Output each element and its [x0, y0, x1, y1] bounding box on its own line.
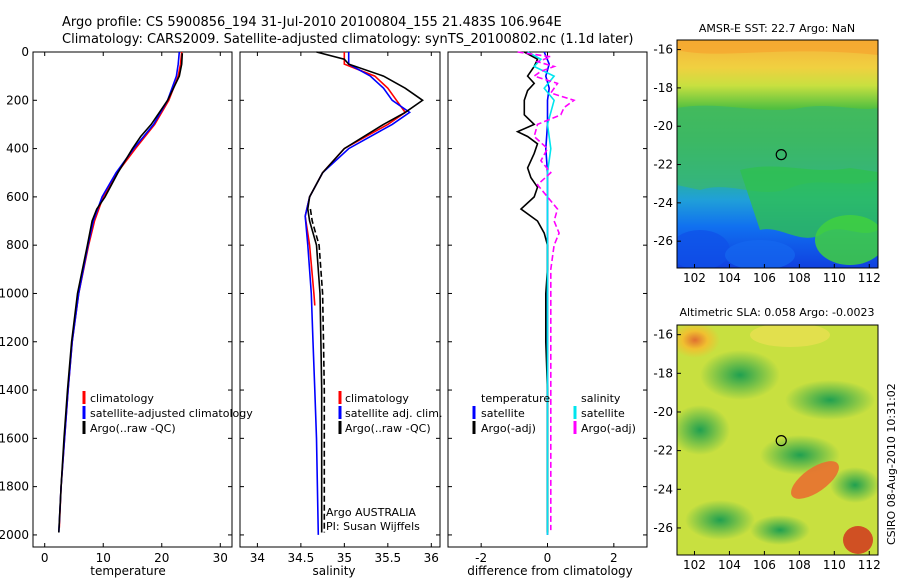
sst-map-frame	[676, 39, 879, 269]
salinity-xlabel: salinity	[312, 564, 355, 578]
argo-position-marker	[775, 435, 787, 447]
series-line-salinity-satellite	[527, 51, 556, 535]
legend-label-satellite: satellite-adjusted climatology	[90, 407, 253, 420]
map-x-tick-label: 104	[718, 271, 741, 285]
map-x-tick-label: 108	[788, 558, 811, 572]
map-y-tick-label: -16	[653, 43, 673, 57]
x-tick-label: 35	[337, 551, 352, 565]
difference-legend: temperature satellite Argo(-adj) salinit…	[472, 392, 636, 435]
map-x-tick-label: 102	[683, 271, 706, 285]
x-tick-label: 10	[96, 551, 111, 565]
credit-line2: PI: Susan Wijffels	[326, 520, 420, 533]
y-tick-label: 1400	[0, 383, 29, 397]
x-tick-label: -2	[475, 551, 487, 565]
sla-map-image	[677, 325, 878, 555]
x-tick-label: 30	[213, 551, 228, 565]
sst-map-image	[677, 40, 878, 268]
y-tick-label: 800	[6, 238, 29, 252]
x-tick-label: 36	[424, 551, 439, 565]
salinity-panel-frame	[239, 51, 441, 548]
sst-map-axes: 102 104 106 108 110 112 -16 -18 -20 -22 -24 -26	[653, 43, 880, 285]
map-y-tick-label: -26	[653, 521, 673, 535]
series-line-argo-raw-qc-	[306, 51, 425, 533]
map-x-tick-label: 112	[858, 558, 881, 572]
map-y-tick-label: -18	[653, 81, 673, 95]
side-timestamp-label: CSIRO 08-Aug-2010 10:31:02	[885, 383, 898, 545]
map-x-tick-label: 102	[683, 558, 706, 572]
series-line-satellite-adj-clim-	[304, 52, 412, 535]
difference-xlabel: difference from climatology	[467, 564, 633, 578]
legend-title-temperature: temperature	[481, 392, 550, 405]
map-x-tick-label: 110	[823, 271, 846, 285]
temperature-xlabel: temperature	[90, 564, 165, 578]
series-line-satellite-adjusted-climatology	[58, 51, 181, 533]
map-y-tick-label: -20	[653, 119, 673, 133]
temperature-panel-frame	[32, 51, 233, 548]
series-line-temperature-argo-adj-	[515, 51, 549, 533]
series-line-argo-dashed	[309, 208, 326, 533]
x-tick-label: 35.5	[374, 551, 401, 565]
legend-label-argo: Argo(..raw -QC)	[345, 422, 431, 435]
x-tick-label: 2	[610, 551, 618, 565]
map-y-tick-label: -22	[653, 444, 673, 458]
series-line-argo-raw-qc-	[58, 53, 184, 533]
map-x-tick-label: 104	[718, 558, 741, 572]
x-tick-label: 34	[250, 551, 265, 565]
profile-panels: 0 10 20 30020040060080010001200140016001800…	[0, 45, 647, 565]
map-x-tick-label: 108	[788, 271, 811, 285]
x-tick-label: 0	[41, 551, 49, 565]
map-y-tick-label: -24	[653, 196, 673, 210]
figure-title-line1: Argo profile: CS 5900856_194 31-Jul-2010…	[62, 15, 562, 30]
map-x-tick-label: 110	[823, 558, 846, 572]
legend-label-temp-argo: Argo(-adj)	[481, 422, 536, 435]
map-y-tick-label: -20	[653, 405, 673, 419]
legend-label-satellite: satellite adj. clim.	[345, 407, 442, 420]
y-tick-label: 400	[6, 142, 29, 156]
sla-map-frame	[676, 324, 879, 556]
series-line-salinity-argo-adj-	[517, 51, 576, 531]
map-y-tick-label: -16	[653, 328, 673, 342]
legend-title-salinity: salinity	[581, 392, 621, 405]
argo-position-marker	[775, 149, 787, 161]
credit-line1: Argo AUSTRALIA	[326, 506, 416, 519]
x-tick-label: 34.5	[288, 551, 315, 565]
map-y-tick-label: -18	[653, 366, 673, 380]
map-x-tick-label: 112	[858, 271, 881, 285]
y-tick-label: 200	[6, 93, 29, 107]
map-y-tick-label: -26	[653, 234, 673, 248]
y-tick-label: 1200	[0, 335, 29, 349]
legend-label-temp-satellite: satellite	[481, 407, 525, 420]
map-y-tick-label: -22	[653, 158, 673, 172]
y-tick-label: 600	[6, 190, 29, 204]
y-tick-label: 0	[21, 45, 29, 59]
map-x-tick-label: 106	[753, 558, 776, 572]
sla-map-title: Altimetric SLA: 0.058 Argo: -0.0023	[680, 306, 875, 319]
legend-label-argo: Argo(..raw -QC)	[90, 422, 176, 435]
sla-map-axes: 102 104 106 108 110 112 -16 -18 -20 -22 -24 -26	[653, 328, 880, 572]
series-line-climatology	[304, 52, 407, 306]
x-tick-label: 0	[544, 551, 552, 565]
map-x-tick-label: 106	[753, 271, 776, 285]
figure-title-line2: Climatology: CARS2009. Satellite-adjuste…	[62, 32, 634, 47]
legend-label-climatology: climatology	[90, 392, 154, 405]
y-tick-label: 1800	[0, 480, 29, 494]
temperature-legend: climatology satellite-adjusted climatolo…	[82, 391, 253, 435]
y-tick-label: 1000	[0, 286, 29, 300]
y-tick-label: 1600	[0, 431, 29, 445]
sst-map-title: AMSR-E SST: 22.7 Argo: NaN	[699, 22, 855, 35]
legend-label-sal-argo: Argo(-adj)	[581, 422, 636, 435]
legend-label-climatology: climatology	[345, 392, 409, 405]
map-y-tick-label: -24	[653, 482, 673, 496]
legend-label-sal-satellite: satellite	[581, 407, 625, 420]
x-tick-label: 20	[154, 551, 169, 565]
y-tick-label: 2000	[0, 528, 29, 542]
salinity-legend: climatology satellite adj. clim. Argo(..…	[326, 391, 442, 533]
